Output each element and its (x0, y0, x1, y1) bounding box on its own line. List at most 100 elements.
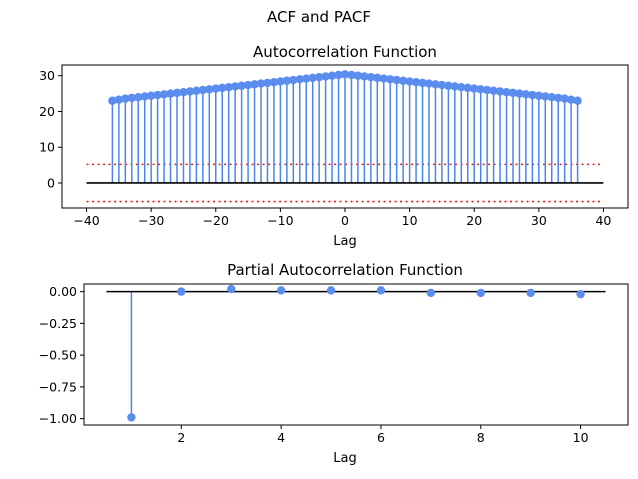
acf-marker (218, 83, 227, 93)
acf-marker (476, 85, 485, 94)
acf-marker (508, 88, 518, 98)
acf-marker (146, 91, 156, 100)
acf-marker (295, 75, 304, 84)
acf-marker (521, 90, 531, 99)
acf-marker (340, 70, 350, 79)
acf-marker (205, 85, 214, 94)
pacf-xtick-label: 10 (573, 430, 589, 445)
acf-marker (360, 72, 369, 81)
acf-marker (179, 87, 188, 97)
acf-marker (515, 89, 524, 98)
acf-marker (463, 83, 472, 93)
acf-marker (127, 93, 136, 103)
pacf-marker (326, 286, 336, 295)
acf-marker (224, 82, 233, 92)
acf-marker (366, 72, 376, 82)
acf-marker (470, 84, 479, 93)
acf-marker (314, 72, 324, 82)
acf-title: Autocorrelation Function (253, 43, 437, 61)
acf-marker (489, 86, 498, 95)
acf-marker (334, 70, 343, 80)
acf-marker (263, 78, 272, 88)
acf-panel: Autocorrelation Function −40 −30 −20 −10 0 10… (39, 43, 629, 249)
acf-marker (327, 71, 337, 80)
acf-marker (373, 73, 382, 83)
acf-marker (321, 72, 330, 81)
acf-marker (534, 91, 544, 100)
acf-marker (392, 75, 401, 85)
acf-marker (457, 82, 466, 92)
figure-suptitle: ACF and PACF (267, 8, 371, 26)
acf-marker (211, 84, 220, 93)
acf-xlabel: Lag (333, 234, 356, 249)
pacf-xtick-label: 4 (277, 430, 285, 445)
pacf-ytick-label: −0.25 (39, 316, 77, 331)
pacf-xlabel: Lag (333, 451, 356, 466)
pacf-title: Partial Autocorrelation Function (227, 261, 463, 279)
acf-marker (495, 87, 505, 96)
acf-plot-area: −40 −30 −20 −10 0 10 20 30 40 0 10 20 30 (39, 64, 629, 228)
acf-marker (386, 75, 395, 84)
acf-marker (153, 90, 162, 100)
acf-marker (269, 77, 279, 87)
pacf-marker (227, 284, 236, 294)
acf-xtick-label: −30 (138, 213, 164, 228)
pacf-marker (177, 287, 186, 296)
acf-marker (379, 74, 388, 83)
acf-marker (134, 92, 143, 102)
pacf-plot-area: 2 4 6 8 10 0.00 −0.25 −0.50 −0.75 −1.00 (39, 283, 629, 445)
acf-marker (424, 79, 434, 88)
acf-marker (502, 87, 511, 97)
acf-marker (411, 77, 421, 87)
acf-ytick-label: 20 (39, 104, 55, 119)
pacf-ytick-label: −0.50 (39, 348, 77, 363)
acf-marker (121, 94, 130, 103)
acf-marker (198, 85, 208, 95)
pacf-marker (526, 288, 535, 298)
acf-marker (431, 80, 440, 89)
acf-xtick-label: −20 (203, 213, 229, 228)
acf-marker (282, 76, 292, 85)
acf-marker (566, 95, 576, 104)
acf-marker (140, 92, 149, 101)
acf-marker (166, 89, 175, 98)
pacf-xtick-label: 8 (477, 430, 485, 445)
acf-marker (554, 93, 563, 103)
acf-marker (243, 80, 253, 90)
acf-xtick-label: 30 (531, 213, 547, 228)
acf-xtick-label: −10 (267, 213, 293, 228)
acf-marker (159, 90, 169, 99)
acf-xtick-label: 0 (341, 213, 349, 228)
acf-marker (450, 82, 460, 91)
acf-marker (276, 77, 285, 86)
acf-marker (289, 75, 298, 85)
acf-marker (353, 71, 363, 80)
acf-marker (437, 80, 447, 90)
acf-marker (237, 81, 246, 90)
pacf-marker (426, 288, 436, 298)
acf-marker (482, 85, 492, 95)
pacf-marker (376, 286, 386, 295)
pacf-marker (276, 286, 286, 295)
pacf-marker (127, 413, 136, 422)
acf-xtick-label: −40 (73, 213, 99, 228)
acf-marker (114, 95, 124, 104)
pacf-xtick-label: 2 (177, 430, 185, 445)
pacf-ytick-label: −1.00 (39, 411, 77, 426)
acf-ytick-label: 30 (39, 68, 55, 83)
pacf-ytick-label: 0.00 (49, 284, 77, 299)
acf-marker (230, 82, 240, 91)
acf-ytick-label: 10 (39, 140, 55, 155)
acf-xtick-label: 20 (466, 213, 482, 228)
acf-marker (108, 96, 117, 105)
acf-marker (256, 79, 266, 88)
pacf-ytick-label: −0.75 (39, 379, 77, 394)
pacf-marker (476, 288, 485, 298)
pacf-marker (576, 289, 585, 299)
acf-marker (444, 81, 453, 90)
pacf-panel: Partial Autocorrelation Function 2 4 6 8 10 0… (39, 261, 629, 466)
acf-marker (560, 94, 569, 103)
acf-xtick-label: 10 (402, 213, 418, 228)
